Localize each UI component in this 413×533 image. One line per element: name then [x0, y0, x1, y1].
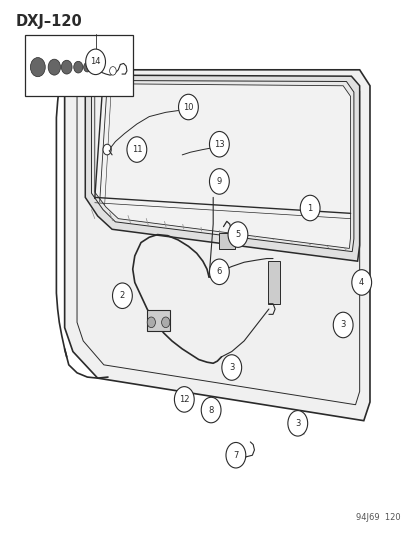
Circle shape [225, 442, 245, 468]
Text: DXJ–120: DXJ–120 [15, 14, 82, 29]
Circle shape [178, 94, 198, 120]
Text: 9: 9 [216, 177, 221, 186]
Polygon shape [91, 80, 353, 252]
FancyBboxPatch shape [219, 233, 235, 249]
Text: 6: 6 [216, 268, 221, 276]
Circle shape [209, 132, 229, 157]
Text: 1: 1 [307, 204, 312, 213]
Circle shape [85, 49, 105, 75]
Polygon shape [95, 84, 350, 248]
Text: 8: 8 [208, 406, 213, 415]
Circle shape [112, 283, 132, 309]
Text: 11: 11 [131, 145, 142, 154]
Text: 4: 4 [358, 278, 363, 287]
Circle shape [292, 416, 302, 429]
Circle shape [201, 397, 221, 423]
Circle shape [61, 60, 72, 74]
Text: 14: 14 [90, 58, 101, 66]
Circle shape [221, 355, 241, 380]
Circle shape [161, 317, 169, 328]
Text: 3: 3 [228, 363, 234, 372]
Circle shape [351, 270, 371, 295]
Text: 3: 3 [294, 419, 300, 428]
Text: 13: 13 [214, 140, 224, 149]
FancyBboxPatch shape [268, 261, 279, 304]
Polygon shape [85, 75, 359, 261]
Circle shape [83, 62, 91, 72]
Text: 10: 10 [183, 102, 193, 111]
Circle shape [205, 405, 215, 417]
FancyBboxPatch shape [25, 35, 133, 96]
Circle shape [30, 58, 45, 77]
Circle shape [299, 195, 319, 221]
Text: 12: 12 [179, 395, 189, 404]
Circle shape [147, 317, 155, 328]
FancyBboxPatch shape [147, 310, 169, 332]
Circle shape [207, 407, 213, 415]
Circle shape [127, 137, 146, 163]
Text: 3: 3 [339, 320, 345, 329]
Text: 7: 7 [233, 451, 238, 460]
Circle shape [109, 67, 116, 75]
Circle shape [209, 168, 229, 194]
Circle shape [332, 312, 352, 338]
Polygon shape [64, 70, 369, 421]
Circle shape [103, 144, 111, 155]
Text: 2: 2 [119, 291, 125, 300]
Circle shape [91, 63, 98, 71]
Circle shape [48, 59, 60, 75]
Circle shape [74, 61, 83, 73]
Circle shape [287, 410, 307, 436]
Circle shape [174, 386, 194, 412]
Circle shape [209, 259, 229, 285]
Circle shape [228, 222, 247, 247]
Text: 94J69  120: 94J69 120 [356, 513, 400, 522]
Circle shape [228, 445, 241, 462]
Text: 5: 5 [235, 230, 240, 239]
